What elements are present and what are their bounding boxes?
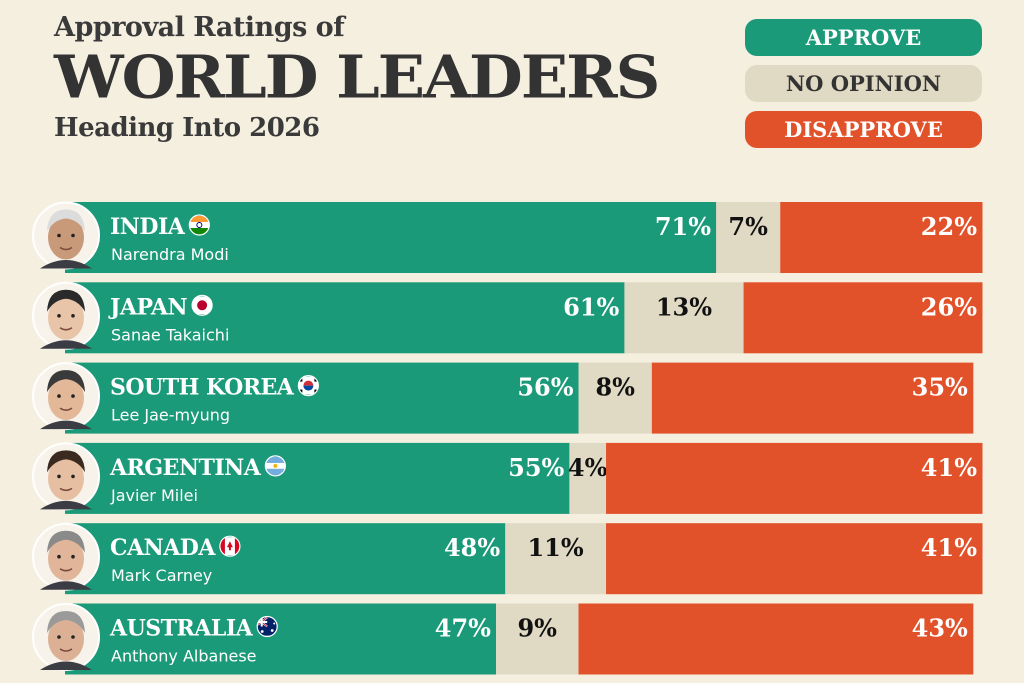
- chart-subtitle: Heading Into 2026: [54, 113, 320, 143]
- leader-name: Javier Milei: [110, 486, 198, 505]
- leader-name: Lee Jae-myung: [111, 406, 230, 425]
- argentina-flag: [264, 455, 286, 477]
- value-label-disapprove: 22%: [921, 212, 977, 241]
- bar-disapprove: [578, 603, 974, 675]
- legend-no-opinion: NO OPINION: [745, 65, 982, 102]
- bar-disapprove: [780, 202, 983, 273]
- bar-no-opinion: [495, 603, 580, 675]
- value-label-no-opinion: 9%: [517, 614, 557, 643]
- value-label-approve: 55%: [508, 453, 564, 482]
- legend-disapprove: DISAPPROVE: [745, 111, 982, 148]
- legend-approve: APPROVE: [745, 19, 982, 56]
- bar-disapprove: [743, 282, 983, 354]
- country-label: INDIA: [110, 214, 186, 240]
- leader-avatar: [32, 442, 100, 511]
- south-korea-flag: [297, 375, 319, 397]
- value-label-disapprove: 41%: [921, 533, 977, 562]
- country-label: AUSTRALIA: [109, 616, 254, 642]
- bar-approve: [65, 362, 580, 434]
- value-label-approve: 61%: [563, 292, 619, 321]
- value-label-disapprove: 26%: [921, 292, 977, 321]
- bar-no-opinion: [578, 362, 653, 434]
- value-label-disapprove: 43%: [912, 614, 968, 643]
- value-label-disapprove: 35%: [912, 373, 968, 402]
- bar-approve: [65, 603, 497, 675]
- legend: APPROVE NO OPINION DISAPPROVE: [745, 19, 982, 157]
- value-label-no-opinion: 4%: [568, 453, 608, 482]
- leader-name: Narendra Modi: [111, 245, 229, 264]
- bar-disapprove: [651, 362, 974, 434]
- leader-avatar: [32, 603, 100, 671]
- value-label-approve: 71%: [655, 212, 711, 241]
- chart-title-main: WORLD LEADERS: [54, 42, 660, 112]
- leader-avatar: [32, 281, 100, 350]
- australia-flag: [256, 615, 278, 638]
- chart-title-top: Approval Ratings of: [54, 12, 345, 43]
- leader-name: Anthony Albanese: [111, 647, 257, 666]
- country-label: JAPAN: [108, 294, 187, 320]
- value-label-no-opinion: 7%: [728, 212, 768, 241]
- country-label: ARGENTINA: [109, 455, 262, 481]
- bar-no-opinion: [569, 442, 607, 514]
- value-label-approve: 48%: [444, 533, 500, 562]
- bar-approve: [65, 282, 625, 354]
- bar-no-opinion: [505, 523, 607, 595]
- bar-no-opinion: [716, 202, 781, 273]
- leader-avatar: [32, 362, 100, 431]
- value-label-approve: 56%: [517, 373, 573, 402]
- india-flag: [188, 214, 210, 236]
- bar-approve: [65, 202, 717, 273]
- country-label: CANADA: [110, 535, 216, 561]
- value-label-no-opinion: 11%: [527, 533, 583, 562]
- japan-flag: [191, 294, 213, 316]
- bar-no-opinion: [624, 282, 745, 354]
- title-block: Approval Ratings of WORLD LEADERS Headin…: [54, 10, 660, 144]
- bar-approve: [65, 442, 570, 514]
- country-label: SOUTH KOREA: [110, 375, 295, 401]
- leader-name: Mark Carney: [111, 566, 212, 585]
- value-label-disapprove: 41%: [921, 453, 977, 482]
- leader-name: Sanae Takaichi: [111, 325, 229, 344]
- bar-disapprove: [606, 523, 983, 595]
- bar-approve: [65, 523, 506, 595]
- leader-avatar: [32, 201, 100, 270]
- canada-flag: [219, 535, 241, 557]
- value-label-no-opinion: 8%: [595, 373, 635, 402]
- leader-avatar: [32, 522, 100, 591]
- value-label-no-opinion: 13%: [656, 292, 712, 321]
- value-label-approve: 47%: [435, 614, 491, 643]
- bar-disapprove: [606, 442, 983, 514]
